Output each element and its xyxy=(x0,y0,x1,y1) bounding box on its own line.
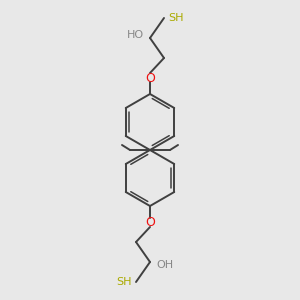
Text: HO: HO xyxy=(127,30,144,40)
Text: O: O xyxy=(145,71,155,85)
Text: SH: SH xyxy=(116,277,132,287)
Text: SH: SH xyxy=(168,13,184,23)
Text: OH: OH xyxy=(156,260,173,270)
Text: O: O xyxy=(145,215,155,229)
